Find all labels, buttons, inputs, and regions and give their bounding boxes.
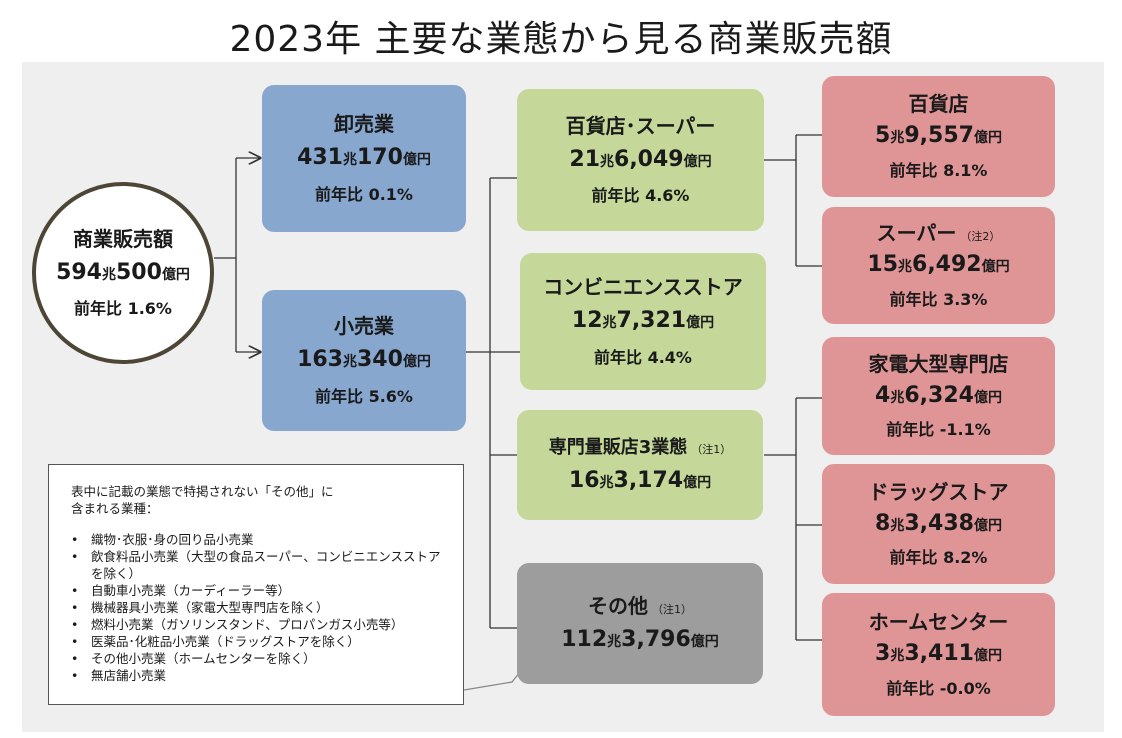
total-sales-label: 商業販売額	[73, 226, 173, 251]
supermarket-yoy: 前年比 3.3%	[889, 289, 988, 309]
drugstore-box: ドラッグストア 8兆3,438億円 前年比 8.2%	[822, 464, 1055, 584]
retail-amount: 163兆340億円	[297, 347, 431, 373]
other-amount: 112兆3,796億円	[561, 627, 719, 653]
convenience-amount: 12兆7,321億円	[571, 308, 715, 334]
other-box: その他 （注1） 112兆3,796億円	[517, 563, 763, 684]
dept-super-box: 百貨店･スーパー 21兆6,049億円 前年比 4.6%	[517, 89, 764, 231]
wholesale-label: 卸売業	[334, 112, 394, 137]
electronics-store-amount: 4兆6,324億円	[875, 382, 1002, 408]
dept-super-label: 百貨店･スーパー	[565, 113, 716, 138]
department-store-amount: 5兆9,557億円	[875, 123, 1002, 149]
wholesale-box: 卸売業 431兆170億円 前年比 0.1%	[262, 85, 466, 232]
supermarket-label: スーパー （注2）	[876, 221, 1001, 246]
supermarket-amount: 15兆6,492億円	[867, 252, 1010, 278]
home-center-box: ホームセンター 3兆3,411億円 前年比 -0.0%	[822, 593, 1055, 716]
electronics-store-label: 家電大型専門店	[868, 351, 1009, 376]
specialty-box: 専門量販店3業態 （注1） 16兆3,174億円	[517, 410, 763, 520]
department-store-box: 百貨店 5兆9,557億円 前年比 8.1%	[822, 76, 1055, 197]
list-item: 無店舗小売業	[71, 667, 453, 684]
drugstore-label: ドラッグストア	[868, 479, 1009, 504]
specialty-label: 専門量販店3業態 （注1）	[548, 437, 732, 459]
specialty-amount: 16兆3,174億円	[568, 467, 712, 493]
retail-label: 小売業	[334, 314, 394, 339]
wholesale-amount: 431兆170億円	[297, 145, 431, 171]
list-item: 医薬品･化粧品小売業（ドラッグストアを除く）	[71, 633, 453, 650]
retail-box: 小売業 163兆340億円 前年比 5.6%	[262, 290, 466, 431]
convenience-label: コンビニエンスストア	[543, 275, 743, 300]
electronics-store-box: 家電大型専門店 4兆6,324億円 前年比 -1.1%	[822, 337, 1055, 455]
total-sales-circle: 商業販売額 594兆500億円 前年比 1.6%	[32, 182, 214, 364]
list-item: 燃料小売業（ガソリンスタンド、プロパンガス小売等）	[71, 616, 453, 633]
drugstore-amount: 8兆3,438億円	[875, 510, 1002, 536]
list-item: その他小売業（ホームセンターを除く）	[71, 650, 453, 667]
convenience-yoy: 前年比 4.4%	[594, 347, 692, 367]
notes-heading-2: 含まれる業種：	[71, 501, 159, 516]
other-notes-box: 表中に記載の業態で特掲されない「その他」に 含まれる業種： 織物･衣服･身の回り…	[48, 464, 464, 705]
dept-super-yoy: 前年比 4.6%	[591, 186, 690, 206]
department-store-label: 百貨店	[908, 92, 969, 117]
wholesale-yoy: 前年比 0.1%	[315, 184, 413, 204]
total-sales-yoy: 前年比 1.6%	[74, 299, 172, 319]
other-label: その他 （注1）	[588, 594, 692, 619]
department-store-yoy: 前年比 8.1%	[889, 160, 988, 180]
convenience-box: コンビニエンスストア 12兆7,321億円 前年比 4.4%	[520, 253, 766, 390]
list-item: 自動車小売業（カーディーラー等）	[71, 582, 453, 599]
dept-super-amount: 21兆6,049億円	[569, 146, 712, 172]
total-sales-amount: 594兆500億円	[56, 259, 190, 285]
home-center-label: ホームセンター	[868, 610, 1009, 635]
supermarket-box: スーパー （注2） 15兆6,492億円 前年比 3.3%	[822, 207, 1055, 324]
list-item: 機械器具小売業（家電大型専門店を除く）	[71, 599, 453, 616]
notes-list: 織物･衣服･身の回り品小売業 飲食料品小売業（大型の食品スーパー、コンビニエンス…	[71, 531, 453, 684]
notes-heading-1: 表中に記載の業態で特掲されない「その他」に	[71, 484, 334, 499]
list-item: 織物･衣服･身の回り品小売業	[71, 531, 453, 548]
electronics-store-yoy: 前年比 -1.1%	[886, 420, 991, 440]
page-title: 2023年 主要な業態から見る商業販売額	[229, 19, 893, 60]
retail-yoy: 前年比 5.6%	[315, 386, 413, 406]
home-center-amount: 3兆3,411億円	[875, 641, 1002, 667]
drugstore-yoy: 前年比 8.2%	[889, 548, 988, 568]
home-center-yoy: 前年比 -0.0%	[886, 678, 991, 698]
